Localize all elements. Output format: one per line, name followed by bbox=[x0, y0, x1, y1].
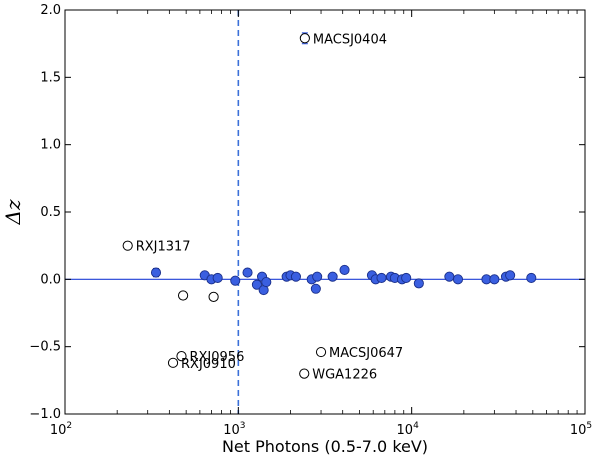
data-point-filled bbox=[444, 271, 455, 282]
data-point-filled bbox=[401, 272, 412, 284]
y-tick-label: 0.0 bbox=[40, 272, 61, 287]
data-point-open bbox=[299, 368, 310, 379]
data-point-filled bbox=[376, 272, 387, 284]
x-axis-title: Net Photons (0.5-7.0 keV) bbox=[222, 437, 428, 456]
data-point-filled bbox=[339, 264, 350, 275]
data-point-filled bbox=[452, 274, 464, 285]
data-point-open bbox=[299, 33, 310, 44]
point-annotation: WGA1226 bbox=[312, 368, 377, 383]
data-point-filled bbox=[505, 270, 516, 281]
data-point-open bbox=[176, 350, 187, 362]
point-annotation: RXJ0910 bbox=[181, 357, 236, 372]
y-tick-label: 1.0 bbox=[40, 138, 61, 153]
x-tick-label: 102 bbox=[50, 421, 72, 438]
x-tick-label: 105 bbox=[570, 421, 592, 438]
data-point-open bbox=[315, 346, 327, 358]
data-point-open bbox=[167, 357, 179, 368]
axis-ticks: −1.0 −0.5 0.0 0.5 1.0 1.5 2.0 102 103 104 105 bbox=[29, 3, 592, 438]
point-annotation: MACSJ0404 bbox=[313, 32, 387, 47]
y-axis-title: Δz bbox=[1, 199, 25, 225]
data-point-filled bbox=[212, 272, 223, 284]
x-tick-label: 103 bbox=[223, 421, 245, 438]
data-point-filled bbox=[310, 283, 321, 294]
y-tick-label: 1.5 bbox=[40, 70, 61, 85]
data-point-open bbox=[177, 290, 189, 301]
data-point-filled bbox=[150, 267, 162, 278]
y-tick-label: 0.5 bbox=[40, 205, 61, 220]
data-point-filled bbox=[413, 278, 424, 289]
y-tick-label: −1.0 bbox=[29, 407, 61, 422]
data-point-filled bbox=[312, 271, 323, 282]
data-point-open bbox=[122, 240, 133, 251]
data-point-filled bbox=[230, 275, 241, 286]
data-point-filled bbox=[242, 267, 253, 278]
data-point-filled bbox=[489, 274, 500, 285]
y-tick-label: −0.5 bbox=[29, 340, 61, 355]
point-annotation: RXJ1317 bbox=[136, 240, 191, 255]
data-point-open bbox=[208, 291, 219, 302]
point-annotation: MACSJ0647 bbox=[329, 346, 403, 361]
data-point-filled bbox=[290, 271, 302, 282]
data-point-filled bbox=[261, 276, 272, 288]
data-point-filled bbox=[327, 271, 338, 282]
y-tick-label: 2.0 bbox=[40, 3, 61, 18]
data-point-filled bbox=[251, 279, 262, 290]
point-annotation: RXJ0956 bbox=[189, 350, 244, 365]
x-tick-label: 104 bbox=[397, 421, 420, 438]
data-point-filled bbox=[526, 272, 537, 284]
